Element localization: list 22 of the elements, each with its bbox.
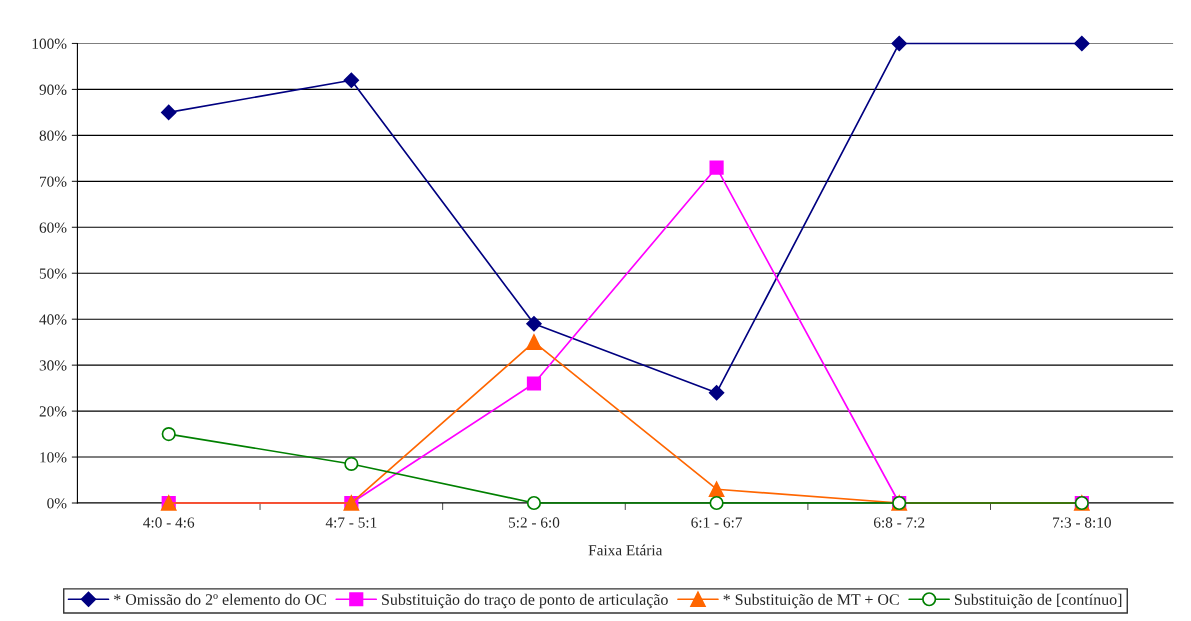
- x-tick-label: 6:8 - 7:2: [873, 517, 925, 528]
- y-tick-label: 60%: [39, 222, 67, 233]
- x-tick-label: 4:7 - 5:1: [325, 517, 377, 528]
- x-tick-label: 5:2 - 6:0: [508, 517, 560, 528]
- y-tick-label: 70%: [40, 176, 67, 187]
- y-tick-label: 90%: [39, 84, 67, 95]
- legend-label: * Substituição de MT + OC: [723, 593, 899, 609]
- x-tick-label: 4:0 - 4:6: [143, 517, 195, 528]
- x-tick-label: 7:3 - 8:10: [1053, 517, 1111, 528]
- y-tick-label: 80%: [39, 130, 67, 141]
- y-tick-label: 40%: [39, 314, 67, 325]
- y-tick-label: 0%: [47, 498, 67, 509]
- y-tick-label: 20%: [39, 406, 67, 417]
- legend-label: Substituição de [contínuo]: [954, 593, 1122, 609]
- legend-label: Substituição do traço de ponto de articulação: [382, 593, 668, 609]
- x-tick-label: 6:1 - 6:7: [691, 517, 743, 528]
- legend-label: * Omissão do 2º elemento do OC: [114, 593, 326, 605]
- x-axis-title: Faixa Etária: [588, 544, 663, 556]
- y-tick-label: 10%: [40, 452, 67, 463]
- y-tick-label: 30%: [39, 360, 67, 371]
- y-tick-label: 100%: [32, 38, 67, 49]
- y-tick-label: 50%: [39, 268, 67, 279]
